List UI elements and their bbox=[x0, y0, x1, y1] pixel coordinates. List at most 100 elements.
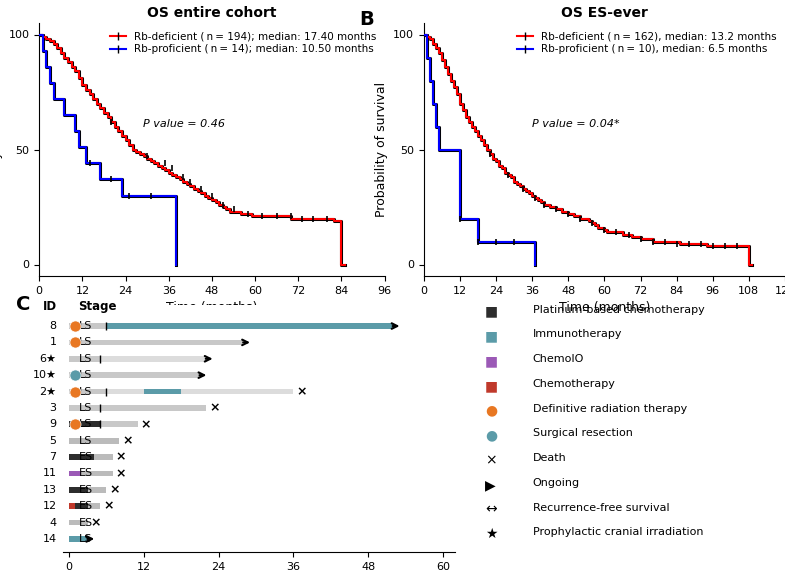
Text: ChemoIO: ChemoIO bbox=[532, 354, 584, 364]
Text: Chemotherapy: Chemotherapy bbox=[532, 379, 615, 389]
Bar bbox=[69, 503, 88, 509]
Text: Stage: Stage bbox=[78, 300, 117, 313]
Bar bbox=[69, 454, 94, 460]
Text: ×: × bbox=[110, 483, 120, 496]
Bar bbox=[69, 536, 88, 542]
Text: ★: ★ bbox=[485, 527, 498, 541]
Text: LS: LS bbox=[78, 436, 92, 446]
Bar bbox=[69, 356, 100, 362]
Text: Prophylactic cranial irradiation: Prophylactic cranial irradiation bbox=[532, 527, 703, 537]
Bar bbox=[69, 470, 112, 476]
Bar bbox=[69, 389, 107, 394]
Text: 9: 9 bbox=[49, 419, 57, 430]
Bar bbox=[69, 487, 88, 493]
Text: ×: × bbox=[104, 500, 114, 513]
Bar bbox=[69, 503, 100, 509]
Text: Ongoing: Ongoing bbox=[532, 478, 579, 488]
Text: Surgical resection: Surgical resection bbox=[532, 428, 633, 438]
Text: ×: × bbox=[122, 434, 133, 447]
Text: Platinum-based chemotherapy: Platinum-based chemotherapy bbox=[532, 305, 704, 315]
Text: 3: 3 bbox=[49, 403, 57, 413]
Text: 6★: 6★ bbox=[39, 354, 57, 364]
Text: ×: × bbox=[115, 451, 126, 463]
Bar bbox=[88, 487, 107, 493]
X-axis label: Time (months): Time (months) bbox=[166, 301, 257, 315]
Text: 1: 1 bbox=[49, 338, 57, 347]
Text: 2★: 2★ bbox=[39, 386, 57, 397]
Text: ■: ■ bbox=[485, 379, 498, 393]
Bar bbox=[69, 520, 88, 526]
Text: LS: LS bbox=[78, 419, 92, 430]
Text: ■: ■ bbox=[485, 329, 498, 343]
Text: ●: ● bbox=[485, 428, 497, 442]
Bar bbox=[69, 405, 206, 411]
Text: LS: LS bbox=[78, 321, 92, 331]
Y-axis label: Probability of survival: Probability of survival bbox=[374, 82, 388, 217]
Text: 7: 7 bbox=[49, 452, 57, 462]
Text: ID: ID bbox=[42, 300, 57, 313]
Text: LS: LS bbox=[78, 403, 92, 413]
Bar bbox=[100, 421, 137, 427]
Text: ■: ■ bbox=[485, 305, 498, 319]
Bar bbox=[69, 503, 75, 509]
Text: LS: LS bbox=[78, 534, 92, 544]
Bar bbox=[69, 389, 294, 394]
Text: Death: Death bbox=[532, 453, 566, 463]
Text: ●: ● bbox=[485, 404, 497, 417]
Bar bbox=[82, 470, 112, 476]
Text: LS: LS bbox=[78, 354, 92, 364]
Text: ▶: ▶ bbox=[485, 478, 495, 492]
Legend: Rb-deficient ( n = 194); median: 17.40 months, Rb-proficient ( n = 14); median: : Rb-deficient ( n = 194); median: 17.40 m… bbox=[107, 28, 379, 58]
Bar bbox=[69, 340, 243, 345]
Bar bbox=[69, 421, 137, 427]
Text: LS: LS bbox=[78, 338, 92, 347]
Bar bbox=[69, 372, 200, 378]
Bar bbox=[69, 438, 119, 443]
Bar bbox=[69, 536, 88, 542]
Bar bbox=[69, 454, 112, 460]
Text: C: C bbox=[16, 295, 30, 314]
Bar bbox=[144, 389, 181, 394]
Bar bbox=[69, 323, 107, 329]
Bar bbox=[69, 421, 100, 427]
Text: 13: 13 bbox=[42, 485, 57, 494]
Legend: Rb-deficient ( n = 162), median: 13.2 months, Rb-proficient ( n = 10), median: 6: Rb-deficient ( n = 162), median: 13.2 mo… bbox=[514, 28, 780, 58]
Text: Immunotherapy: Immunotherapy bbox=[532, 329, 622, 339]
Bar bbox=[69, 487, 107, 493]
Text: 10★: 10★ bbox=[32, 370, 57, 380]
Text: ×: × bbox=[485, 453, 496, 467]
Bar bbox=[69, 340, 243, 345]
Text: 8: 8 bbox=[49, 321, 57, 331]
Text: ×: × bbox=[141, 418, 152, 431]
Text: ES: ES bbox=[78, 518, 93, 527]
Y-axis label: Probability of survival: Probability of survival bbox=[0, 82, 3, 217]
Text: P value = 0.04*: P value = 0.04* bbox=[532, 119, 620, 129]
Title: OS entire cohort: OS entire cohort bbox=[148, 6, 276, 21]
Bar bbox=[69, 520, 88, 526]
Bar bbox=[69, 372, 200, 378]
Text: ES: ES bbox=[78, 469, 93, 478]
Bar bbox=[107, 323, 181, 329]
Bar bbox=[69, 438, 119, 443]
Bar bbox=[181, 323, 393, 329]
Bar bbox=[94, 454, 112, 460]
Text: LS: LS bbox=[78, 370, 92, 380]
Bar bbox=[88, 503, 100, 509]
Bar bbox=[69, 405, 206, 411]
Text: Recurrence-free survival: Recurrence-free survival bbox=[532, 503, 669, 512]
Text: ×: × bbox=[91, 516, 101, 529]
Text: LS: LS bbox=[78, 386, 92, 397]
X-axis label: Time (months): Time (months) bbox=[559, 301, 650, 315]
Text: 4: 4 bbox=[49, 518, 57, 527]
Text: ■: ■ bbox=[485, 354, 498, 368]
Text: P value = 0.46: P value = 0.46 bbox=[143, 119, 225, 129]
Text: ES: ES bbox=[78, 452, 93, 462]
Text: ×: × bbox=[297, 385, 307, 398]
Text: ↔: ↔ bbox=[485, 503, 496, 516]
Bar bbox=[69, 323, 393, 329]
Bar bbox=[69, 356, 206, 362]
Text: B: B bbox=[359, 10, 374, 29]
Text: 12: 12 bbox=[42, 501, 57, 511]
Text: 11: 11 bbox=[42, 469, 57, 478]
Text: Definitive radiation therapy: Definitive radiation therapy bbox=[532, 404, 687, 413]
